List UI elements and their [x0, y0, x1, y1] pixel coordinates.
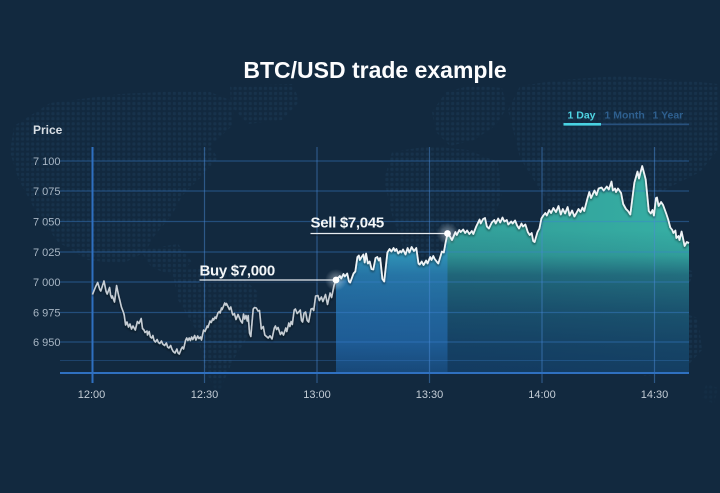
svg-text:14:30: 14:30: [641, 389, 669, 401]
svg-text:1 Month: 1 Month: [605, 110, 645, 122]
svg-text:7 000: 7 000: [33, 277, 61, 289]
svg-text:12:00: 12:00: [78, 389, 106, 401]
svg-text:7 100: 7 100: [33, 156, 61, 168]
svg-text:12:30: 12:30: [191, 389, 219, 401]
svg-text:Sell $7,045: Sell $7,045: [311, 215, 384, 232]
svg-text:Price: Price: [33, 123, 63, 137]
svg-text:7 075: 7 075: [33, 186, 61, 198]
svg-text:7 025: 7 025: [33, 247, 61, 259]
svg-text:Buy $7,000: Buy $7,000: [200, 263, 275, 280]
svg-text:6 975: 6 975: [33, 308, 61, 320]
svg-text:1 Day: 1 Day: [568, 110, 596, 122]
svg-text:6 950: 6 950: [33, 337, 61, 349]
svg-text:1 Year: 1 Year: [653, 110, 684, 122]
svg-text:BTC/USD trade example: BTC/USD trade example: [243, 57, 506, 83]
svg-text:14:00: 14:00: [528, 389, 556, 401]
svg-text:13:00: 13:00: [303, 389, 331, 401]
svg-text:13:30: 13:30: [416, 389, 444, 401]
svg-text:7 050: 7 050: [33, 217, 61, 229]
